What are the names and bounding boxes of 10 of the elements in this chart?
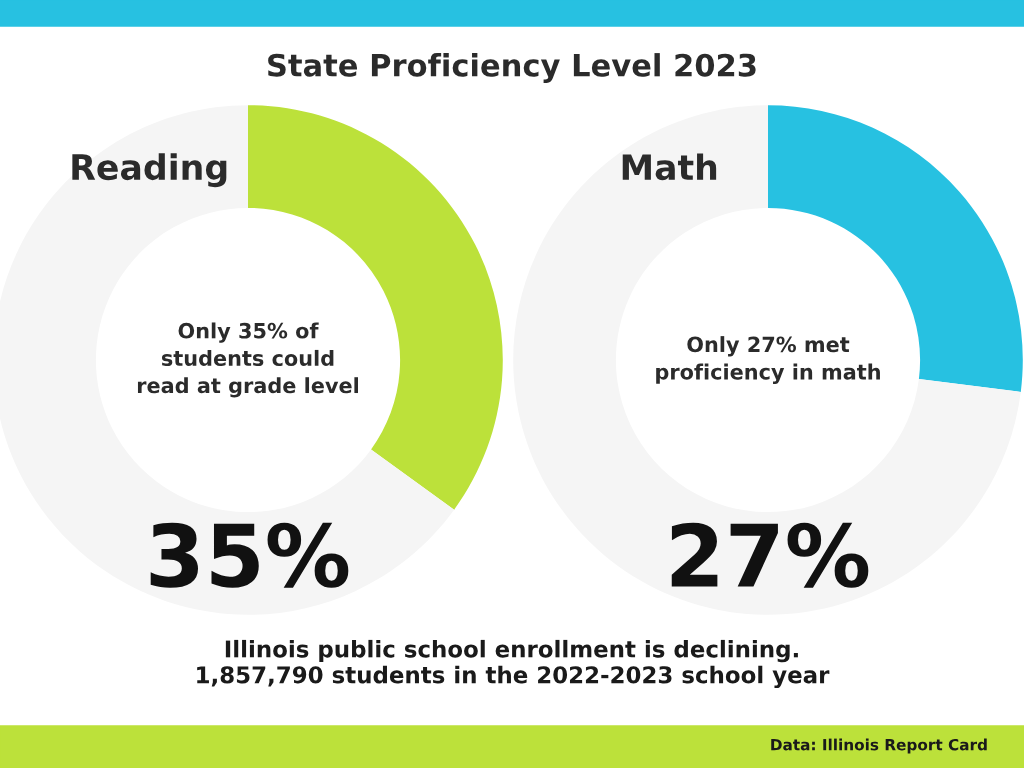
text: State Proficiency Level 2023 bbox=[268, 53, 756, 83]
text: 27% bbox=[671, 522, 869, 588]
text: Only 35% of students could read at grade level bbox=[137, 322, 359, 398]
text: Data: Illinois Report Card bbox=[771, 738, 987, 754]
text: Math bbox=[622, 153, 717, 181]
text: Reading bbox=[72, 153, 227, 188]
text: Illinois public school enrollment is declining. 1,857,790 students in the 2022-2023 school year bbox=[197, 639, 830, 689]
text: 35% bbox=[150, 522, 349, 588]
donut-slice bbox=[513, 105, 1021, 615]
text: Only 27% met proficiency in math bbox=[656, 336, 880, 384]
